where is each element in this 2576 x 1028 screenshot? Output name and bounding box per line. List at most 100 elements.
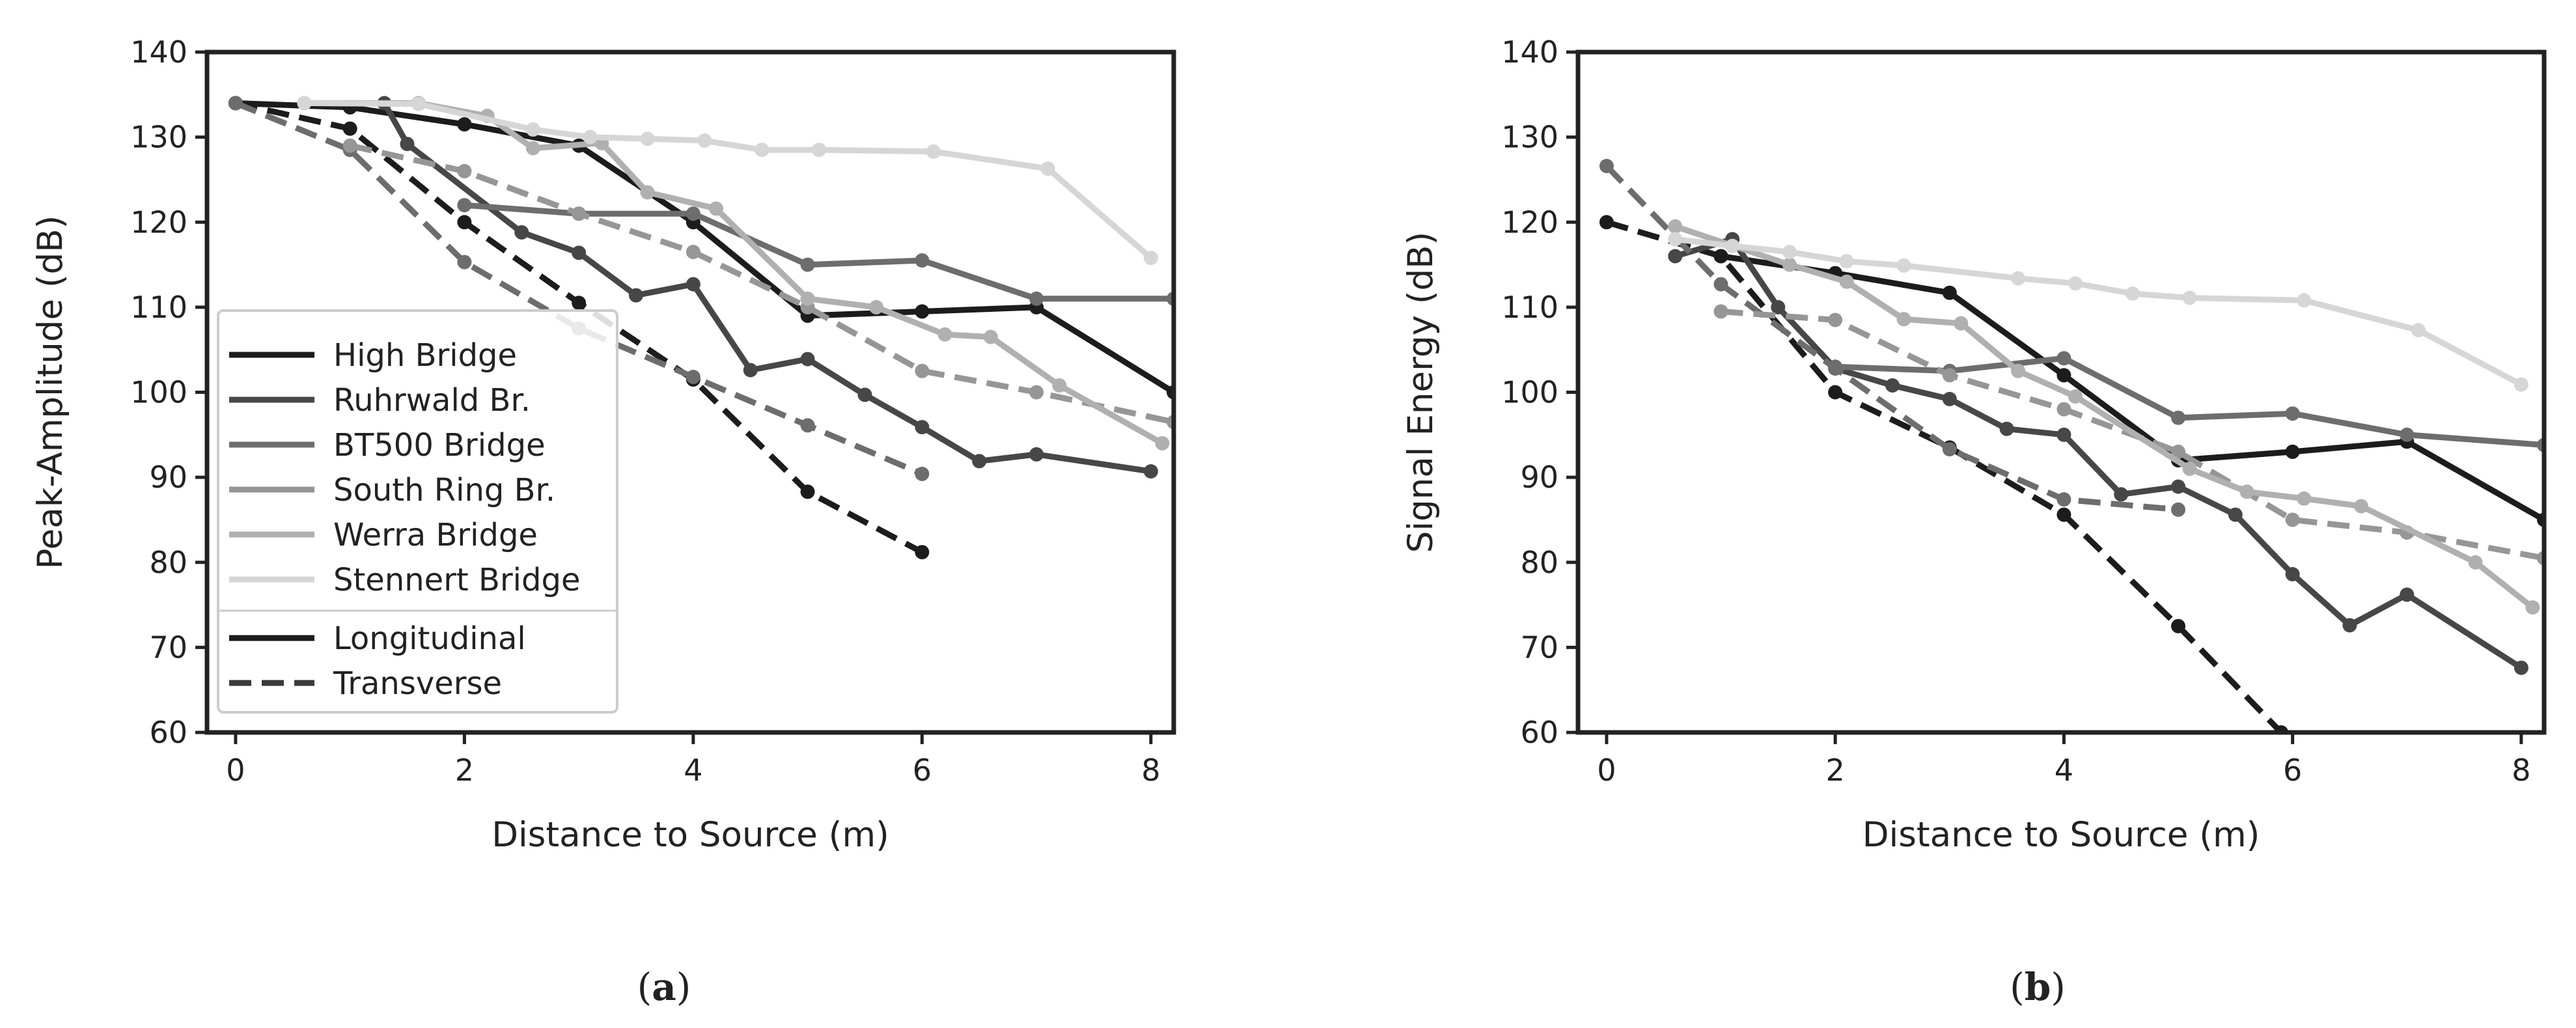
plot-area	[1599, 159, 2544, 732]
data-point	[525, 141, 540, 156]
data-point	[915, 253, 930, 268]
y-tick-label: 130	[130, 120, 187, 155]
data-point	[2057, 427, 2071, 442]
data-point	[1029, 447, 1044, 462]
legend-label-werra-bridge: Werra Bridge	[333, 517, 538, 553]
data-point	[869, 299, 884, 314]
data-point	[1713, 249, 1728, 264]
x-tick-label: 2	[455, 753, 474, 788]
data-point	[572, 206, 587, 221]
data-point	[1839, 274, 1854, 289]
data-point	[583, 130, 598, 145]
data-point	[2125, 286, 2140, 301]
data-point	[629, 288, 643, 303]
data-point	[800, 352, 815, 367]
y-tick-label: 110	[130, 290, 187, 325]
x-tick-label: 8	[1141, 753, 1160, 788]
data-point	[411, 96, 426, 111]
data-point	[640, 132, 655, 146]
data-point	[800, 291, 815, 306]
y-tick-label: 120	[1501, 204, 1558, 240]
data-point	[1999, 421, 2014, 436]
data-point	[457, 117, 472, 132]
legend-label-stennert-bridge: Stennert Bridge	[333, 562, 580, 598]
y-tick-label: 120	[130, 204, 187, 240]
data-point	[2114, 487, 2129, 502]
data-point	[1029, 291, 1044, 306]
data-point	[2285, 444, 2300, 459]
data-point	[1896, 258, 1911, 273]
data-point	[2057, 368, 2071, 383]
data-point	[2011, 363, 2026, 378]
data-point	[2068, 389, 2083, 404]
y-tick-label: 90	[1520, 460, 1558, 495]
y-tick-label: 110	[1501, 290, 1558, 325]
data-point	[1942, 442, 1957, 456]
data-point	[755, 143, 769, 158]
x-tick-label: 0	[1597, 753, 1616, 788]
data-point	[2171, 479, 2185, 494]
y-axis-label: Peak-Amplitude (dB)	[31, 215, 70, 570]
y-tick-label: 90	[149, 460, 187, 495]
data-point	[2171, 618, 2185, 633]
data-point	[926, 144, 941, 159]
legend-label-ruhrwald-br: Ruhrwald Br.	[333, 382, 531, 419]
legend-label-longitudinal: Longitudinal	[333, 620, 526, 657]
x-tick-label: 0	[226, 753, 245, 788]
series-line-south-ring-br-transverse	[349, 143, 1174, 425]
data-point	[1828, 361, 1843, 376]
data-point	[1896, 312, 1911, 327]
caption-b: (b)	[2010, 965, 2066, 1009]
panel-a: 0 2 4 6 8 60 70 80 90 100 110 120 130 140 Distance to …	[31, 35, 1176, 855]
data-point	[297, 96, 312, 111]
data-point	[2514, 377, 2528, 392]
legend-label-south-ring-br: South Ring Br.	[333, 472, 555, 508]
data-point	[1668, 219, 1683, 234]
data-point	[1599, 215, 1614, 230]
data-point	[915, 545, 930, 560]
data-point	[400, 137, 415, 152]
y-tick-label: 100	[130, 375, 187, 410]
data-point	[1668, 249, 1683, 264]
data-point	[697, 133, 712, 148]
data-point	[2342, 618, 2357, 633]
y-tick-label: 130	[1501, 120, 1558, 155]
y-axis-label: Signal Energy (dB)	[1401, 232, 1441, 553]
data-point	[2285, 567, 2300, 581]
x-axis-label: Distance to Source (m)	[1863, 815, 2260, 855]
x-axis-label: Distance to Source (m)	[492, 815, 889, 855]
data-point	[709, 201, 723, 216]
data-point	[2068, 276, 2083, 291]
data-point	[1155, 436, 1170, 451]
data-point	[1954, 316, 1969, 331]
data-point	[800, 418, 815, 433]
panel-b: 0 2 4 6 8 60 70 80 90 100 110 120 130 140 Distance to …	[1401, 35, 2547, 855]
data-point	[1725, 238, 1740, 253]
y-tick-label: 80	[1520, 545, 1558, 580]
data-point	[2411, 323, 2426, 338]
data-point	[743, 363, 758, 378]
data-point	[2525, 600, 2540, 615]
data-point	[915, 363, 930, 378]
data-point	[857, 387, 872, 402]
data-point	[1668, 232, 1683, 247]
data-point	[1599, 159, 1614, 173]
data-point	[800, 257, 815, 272]
x-tick-label: 4	[2055, 753, 2073, 788]
data-point	[686, 245, 700, 259]
data-point	[1713, 304, 1728, 319]
plot-area	[228, 96, 1174, 560]
data-point	[800, 484, 815, 499]
data-point	[1029, 385, 1044, 400]
data-point	[1143, 464, 1158, 479]
data-point	[572, 296, 587, 311]
data-point	[514, 225, 529, 240]
y-tick-label: 70	[149, 630, 187, 665]
data-point	[2057, 492, 2071, 507]
data-point	[457, 163, 472, 178]
data-point	[2171, 410, 2185, 425]
data-point	[686, 277, 700, 292]
series-line-bt500-bridge-transverse	[1604, 163, 2179, 513]
data-point	[1040, 161, 1055, 176]
